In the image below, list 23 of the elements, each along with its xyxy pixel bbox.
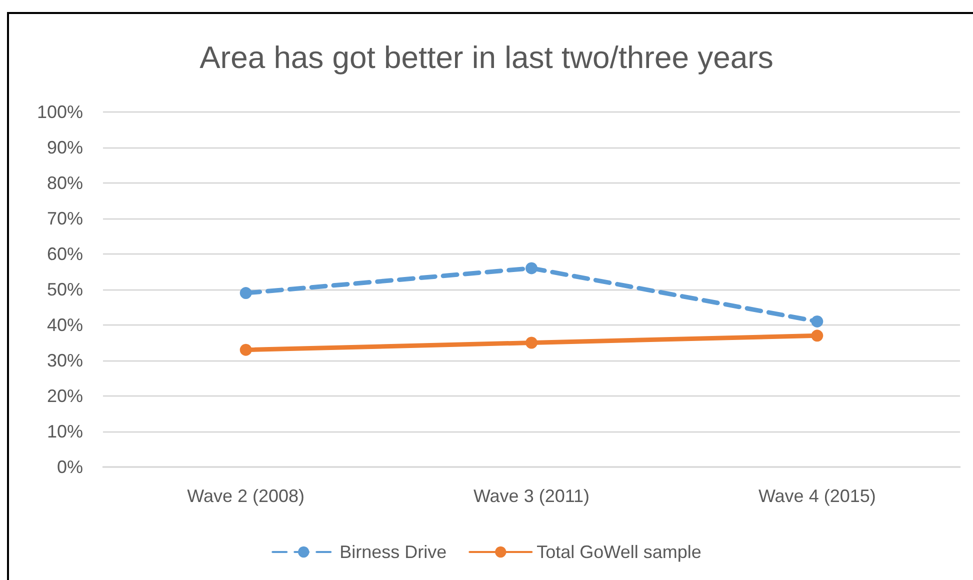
- x-tick-label: Wave 2 (2008): [187, 486, 305, 506]
- point: [240, 344, 252, 356]
- y-tick-label: 40%: [46, 315, 83, 335]
- point: [526, 336, 538, 349]
- y-tick-label: 80%: [46, 173, 83, 193]
- y-tick-label: 60%: [46, 244, 83, 264]
- point: [811, 315, 824, 328]
- legend-label: Total GoWell sample: [536, 542, 702, 562]
- point: [526, 262, 538, 274]
- y-tick-label: 20%: [46, 386, 83, 406]
- y-tick-label: 90%: [46, 138, 83, 158]
- y-tick-label: 30%: [46, 350, 83, 370]
- y-tick-label: 0%: [56, 457, 83, 477]
- point: [240, 287, 252, 300]
- legend-label: Birness Drive: [340, 542, 447, 562]
- y-tick-label: 70%: [46, 208, 83, 228]
- y-tick-label: 50%: [46, 280, 83, 300]
- chart-title: Area has got better in last two/three years: [200, 40, 774, 75]
- x-tick-label: Wave 3 (2011): [473, 486, 590, 506]
- y-tick-label: 10%: [46, 422, 83, 442]
- point: [811, 330, 824, 342]
- x-tick-label: Wave 4 (2015): [758, 486, 876, 506]
- y-tick-label: 100%: [36, 102, 83, 122]
